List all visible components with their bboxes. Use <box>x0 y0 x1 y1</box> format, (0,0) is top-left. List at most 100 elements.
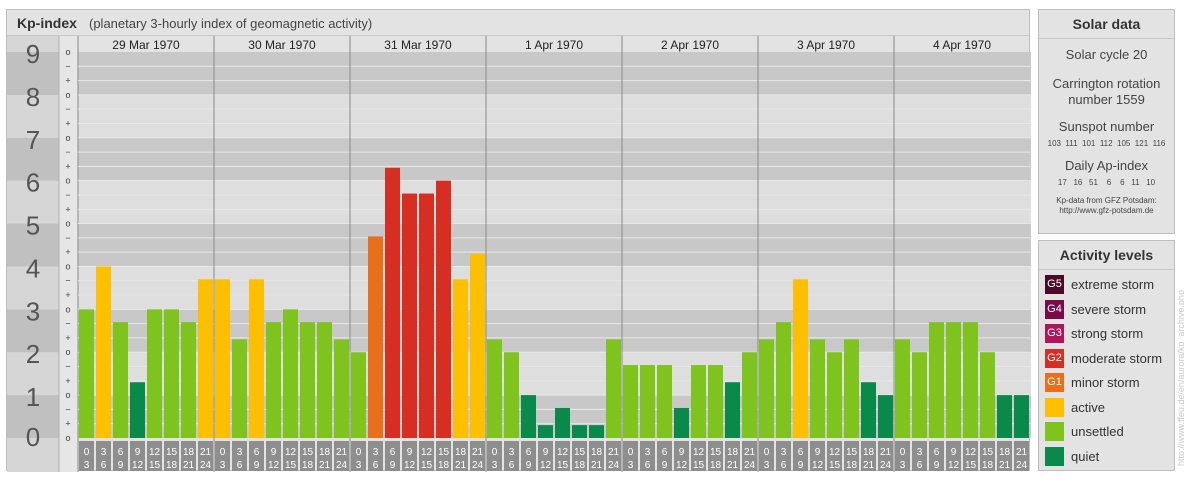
interval-box <box>640 441 655 471</box>
interval-end-label: 12 <box>676 460 688 471</box>
interval-box <box>419 441 434 471</box>
kp-bar <box>572 425 587 438</box>
ap-values: 17 16 51 6 6 11 10 <box>1057 178 1156 187</box>
kp-chart-panel: Kp-index (planetary 3-hourly index of ge… <box>6 9 1031 472</box>
interval-start-label: 9 <box>951 447 957 458</box>
interval-start-label: 6 <box>390 447 396 458</box>
sub-mark: − <box>65 276 70 286</box>
interval-start-label: 12 <box>285 447 297 458</box>
interval-box <box>674 441 689 471</box>
interval-start-label: 21 <box>200 447 212 458</box>
kp-band <box>7 137 1031 181</box>
interval-start-label: 3 <box>645 447 651 458</box>
y-label-band <box>7 223 59 267</box>
legend-label: strong storm <box>1071 326 1144 341</box>
interval-end-label: 9 <box>526 460 532 471</box>
kp-bar <box>96 266 111 438</box>
day-label: 2 Apr 1970 <box>661 38 719 52</box>
interval-end-label: 9 <box>934 460 940 471</box>
interval-box <box>861 441 876 471</box>
interval-box <box>300 441 315 471</box>
credit-url: http://www.ffeu.de/en/aurora/kp_archive.… <box>1176 290 1184 466</box>
kp-bar <box>555 407 570 438</box>
kp-bar <box>657 365 672 438</box>
interval-end-label: 9 <box>390 460 396 471</box>
interval-end-label: 21 <box>455 460 467 471</box>
interval-box <box>946 441 961 471</box>
interval-end-label: 12 <box>540 460 552 471</box>
interval-end-label: 18 <box>982 460 994 471</box>
interval-start-label: 0 <box>84 447 90 458</box>
interval-start-label: 6 <box>934 447 940 458</box>
kp-bar <box>606 339 621 438</box>
day-label: 4 Apr 1970 <box>933 38 991 52</box>
interval-end-label: 3 <box>84 460 90 471</box>
kp-bar <box>895 339 910 438</box>
y-label-band <box>7 137 59 181</box>
sub-mark: o <box>65 433 70 443</box>
interval-box <box>725 441 740 471</box>
interval-box <box>504 441 519 471</box>
legend-swatch: G1 <box>1045 373 1064 392</box>
sub-mark: − <box>65 362 70 372</box>
kp-bar <box>368 236 383 438</box>
interval-end-label: 24 <box>608 460 620 471</box>
interval-start-label: 15 <box>574 447 586 458</box>
interval-end-label: 9 <box>662 460 668 471</box>
kp-bar <box>249 279 264 438</box>
interval-end-label: 24 <box>336 460 348 471</box>
interval-box <box>572 441 587 471</box>
kp-bar <box>181 322 196 438</box>
source-url[interactable]: http://www.gfz-potsdam.de <box>1059 206 1154 215</box>
interval-box <box>963 441 978 471</box>
interval-end-label: 21 <box>183 460 195 471</box>
kp-bar <box>929 322 944 438</box>
y-label-band <box>7 309 59 353</box>
interval-end-label: 12 <box>404 460 416 471</box>
kp-bar <box>776 322 791 438</box>
y-tick-label: 4 <box>26 253 40 283</box>
interval-end-label: 6 <box>509 460 515 471</box>
kp-bar <box>793 279 808 438</box>
solar-data-panel: Solar data Solar cycle 20 Carrington rot… <box>1038 9 1175 234</box>
interval-end-label: 24 <box>1016 460 1028 471</box>
interval-box <box>623 441 638 471</box>
interval-start-label: 18 <box>455 447 467 458</box>
day-label: 31 Mar 1970 <box>384 38 452 52</box>
kp-bar <box>351 352 366 438</box>
kp-bar <box>283 309 298 438</box>
interval-start-label: 18 <box>727 447 739 458</box>
interval-start-label: 15 <box>710 447 722 458</box>
kp-band <box>7 180 1031 224</box>
interval-end-label: 18 <box>438 460 450 471</box>
interval-box <box>589 441 604 471</box>
legend-label: active <box>1071 399 1105 415</box>
interval-end-label: 12 <box>812 460 824 471</box>
interval-box <box>164 441 179 471</box>
sub-mark: + <box>65 161 70 171</box>
chart-header: Kp-index (planetary 3-hourly index of ge… <box>7 10 1029 36</box>
kp-bar <box>827 352 842 438</box>
interval-end-label: 9 <box>798 460 804 471</box>
source-line-1: Kp-data from GFZ Potsdam: <box>1056 196 1157 205</box>
interval-box <box>96 441 111 471</box>
interval-start-label: 3 <box>373 447 379 458</box>
interval-start-label: 21 <box>336 447 348 458</box>
kp-bar <box>215 279 230 438</box>
interval-start-label: 6 <box>526 447 532 458</box>
interval-box <box>113 441 128 471</box>
kp-bar <box>300 322 315 438</box>
interval-start-label: 15 <box>166 447 178 458</box>
kp-bar <box>980 352 995 438</box>
sub-mark: + <box>65 419 70 429</box>
carrington-line-1: Carrington rotation <box>1052 76 1161 91</box>
interval-box <box>402 441 417 471</box>
kp-bar <box>691 365 706 438</box>
sub-mark: o <box>65 347 70 357</box>
sub-mark: o <box>65 47 70 57</box>
interval-end-label: 21 <box>727 460 739 471</box>
interval-end-label: 24 <box>880 460 892 471</box>
interval-box <box>317 441 332 471</box>
interval-start-label: 18 <box>183 447 195 458</box>
interval-box <box>283 441 298 471</box>
